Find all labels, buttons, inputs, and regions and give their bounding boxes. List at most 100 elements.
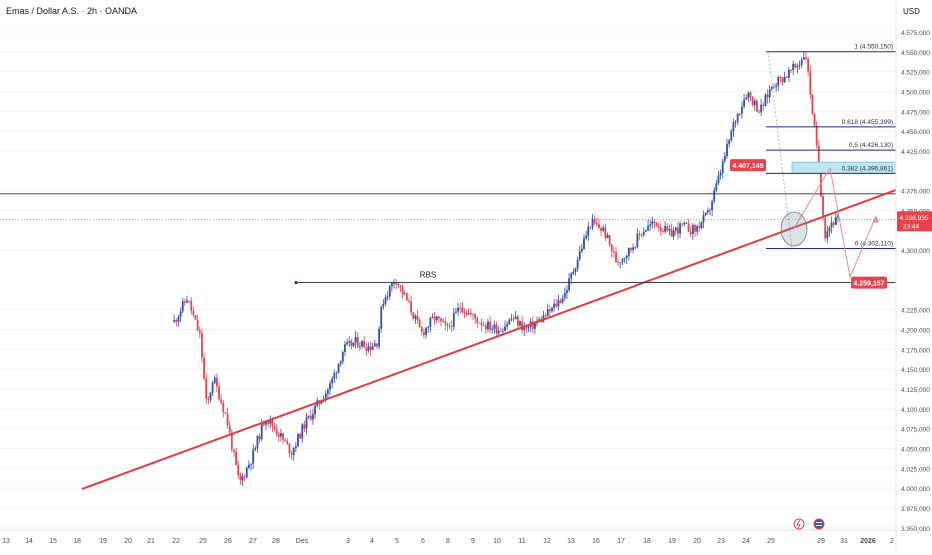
candle-body — [670, 228, 673, 237]
candle-body — [186, 300, 188, 303]
candle-body — [615, 251, 617, 263]
x-tick-label: 27 — [249, 538, 257, 545]
candle-body — [687, 223, 690, 232]
x-tick-label: 23 — [717, 538, 725, 545]
candle-body — [410, 301, 413, 313]
candle-body — [792, 63, 795, 71]
candle-body — [401, 286, 404, 294]
candle-body — [365, 347, 368, 351]
candle-body — [783, 76, 786, 83]
y-tick-label: 4.425,000 — [901, 149, 930, 156]
us-flag-stripe — [816, 522, 822, 523]
x-tick-label: 17 — [617, 538, 625, 545]
candle-body — [591, 219, 594, 228]
candle-body — [386, 296, 389, 298]
candle-body — [713, 190, 716, 202]
candle-body — [606, 234, 609, 238]
y-tick-label: 4.375,000 — [901, 189, 930, 196]
candle-body — [282, 433, 284, 440]
candle-body — [437, 316, 440, 319]
candle-body — [598, 224, 600, 229]
x-tick-label: 25 — [199, 538, 207, 545]
candle-body — [198, 330, 201, 334]
candles — [173, 51, 839, 487]
candle-body — [423, 331, 425, 335]
candle-body — [559, 300, 562, 303]
candle-body — [455, 311, 457, 313]
x-tick-label: 20 — [693, 538, 701, 545]
candle-body — [369, 346, 372, 350]
candle-body — [830, 222, 833, 228]
candle-body — [341, 351, 344, 362]
candle-body — [719, 173, 722, 176]
candle-body — [256, 435, 259, 449]
level-badge — [730, 159, 766, 172]
candle-body — [474, 314, 477, 319]
candle-body — [444, 321, 447, 325]
countdown-value: 23:44 — [903, 223, 920, 230]
fib-swing-line — [767, 51, 793, 249]
candle-body — [431, 317, 434, 318]
candle-body — [495, 324, 498, 334]
fib-level-label: 0 (4.302,110) — [855, 240, 893, 247]
candle-body — [205, 378, 208, 400]
candle-body — [230, 432, 233, 450]
candle-body — [657, 226, 660, 228]
candle-body — [435, 316, 438, 320]
x-tick-label: Des — [296, 538, 309, 545]
candle-body — [600, 228, 602, 231]
candle-body — [837, 215, 839, 217]
x-tick-label: 13 — [2, 538, 10, 545]
candle-body — [576, 259, 579, 269]
candle-body — [356, 336, 359, 347]
candle-body — [568, 278, 570, 291]
candle-body — [395, 282, 398, 285]
candle-body — [510, 318, 513, 320]
candle-body — [339, 361, 342, 364]
candle-body — [555, 303, 558, 307]
candle-body — [469, 312, 472, 315]
currency-label[interactable]: USD — [903, 7, 920, 16]
y-tick-label: 4.550,000 — [901, 50, 930, 57]
candle-body — [668, 228, 671, 231]
candle-body — [489, 321, 491, 330]
candle-body — [239, 475, 242, 481]
x-tick-label: 4 — [370, 538, 374, 545]
candle-body — [442, 321, 445, 323]
candle-body — [815, 125, 818, 146]
candle-body — [465, 312, 468, 315]
candle-body — [794, 63, 797, 68]
candle-body — [309, 415, 312, 420]
current-price-tag — [897, 211, 932, 232]
candle-body — [211, 383, 214, 393]
candle-body — [689, 231, 692, 234]
candle-body — [222, 402, 225, 413]
candle-body — [811, 94, 814, 115]
candle-body — [297, 433, 299, 447]
candle-body — [638, 233, 641, 235]
candle-body — [472, 314, 474, 316]
candle-body — [516, 316, 519, 326]
candle-body — [373, 343, 376, 347]
candle-body — [482, 325, 485, 327]
candle-body — [363, 341, 366, 348]
x-tick-label: 25 — [767, 538, 775, 545]
fib-level-label: 0,618 (4.455,399) — [842, 119, 893, 126]
candle-body — [352, 342, 355, 346]
candle-body — [802, 57, 805, 60]
candle-body — [730, 131, 733, 141]
rbs-label: RBS — [420, 271, 436, 280]
candle-body — [188, 300, 191, 302]
candle-body — [551, 307, 553, 312]
candle-body — [706, 210, 709, 213]
forecast-path — [792, 166, 877, 279]
candle-body — [595, 223, 598, 225]
candle-body — [587, 226, 590, 236]
candle-body — [570, 273, 573, 279]
x-tick-label: 14 — [25, 538, 33, 545]
forecast-arrow — [872, 216, 879, 223]
candle-body — [405, 293, 408, 301]
candle-body — [585, 235, 588, 239]
